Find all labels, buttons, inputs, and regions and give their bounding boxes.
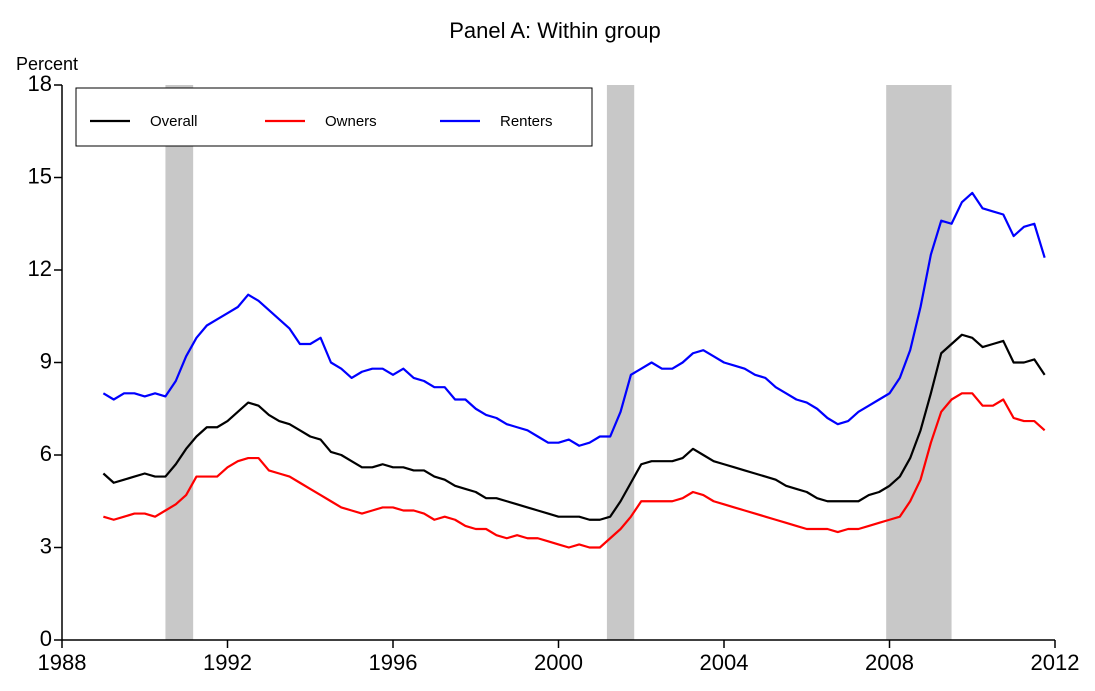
x-tick-label: 1996 — [369, 650, 418, 675]
y-tick-label: 0 — [40, 626, 52, 651]
recession-shade — [606, 85, 635, 640]
recession-shade — [886, 85, 952, 640]
recession-shade — [165, 85, 194, 640]
y-tick-label: 6 — [40, 441, 52, 466]
legend-label: Owners — [325, 113, 377, 130]
series-line — [102, 333, 1046, 521]
series-line — [103, 392, 1046, 549]
x-tick-label: 2004 — [700, 650, 749, 675]
y-tick-label: 12 — [28, 256, 52, 281]
x-tick-label: 2000 — [534, 650, 583, 675]
chart-title: Panel A: Within group — [449, 18, 661, 43]
x-tick-label: 2008 — [865, 650, 914, 675]
y-tick-label: 3 — [40, 533, 52, 558]
x-tick-label: 1992 — [203, 650, 252, 675]
x-tick-label: 1988 — [38, 650, 87, 675]
y-tick-label: 15 — [28, 163, 52, 188]
x-tick-label: 2012 — [1031, 650, 1080, 675]
y-tick-label: 9 — [40, 348, 52, 373]
series-line — [102, 191, 1046, 447]
legend-label: Overall — [150, 113, 198, 130]
y-tick-label: 18 — [28, 71, 52, 96]
y-axis-label: Percent — [16, 54, 78, 74]
legend-box — [75, 87, 593, 147]
legend-label: Renters — [500, 113, 553, 130]
